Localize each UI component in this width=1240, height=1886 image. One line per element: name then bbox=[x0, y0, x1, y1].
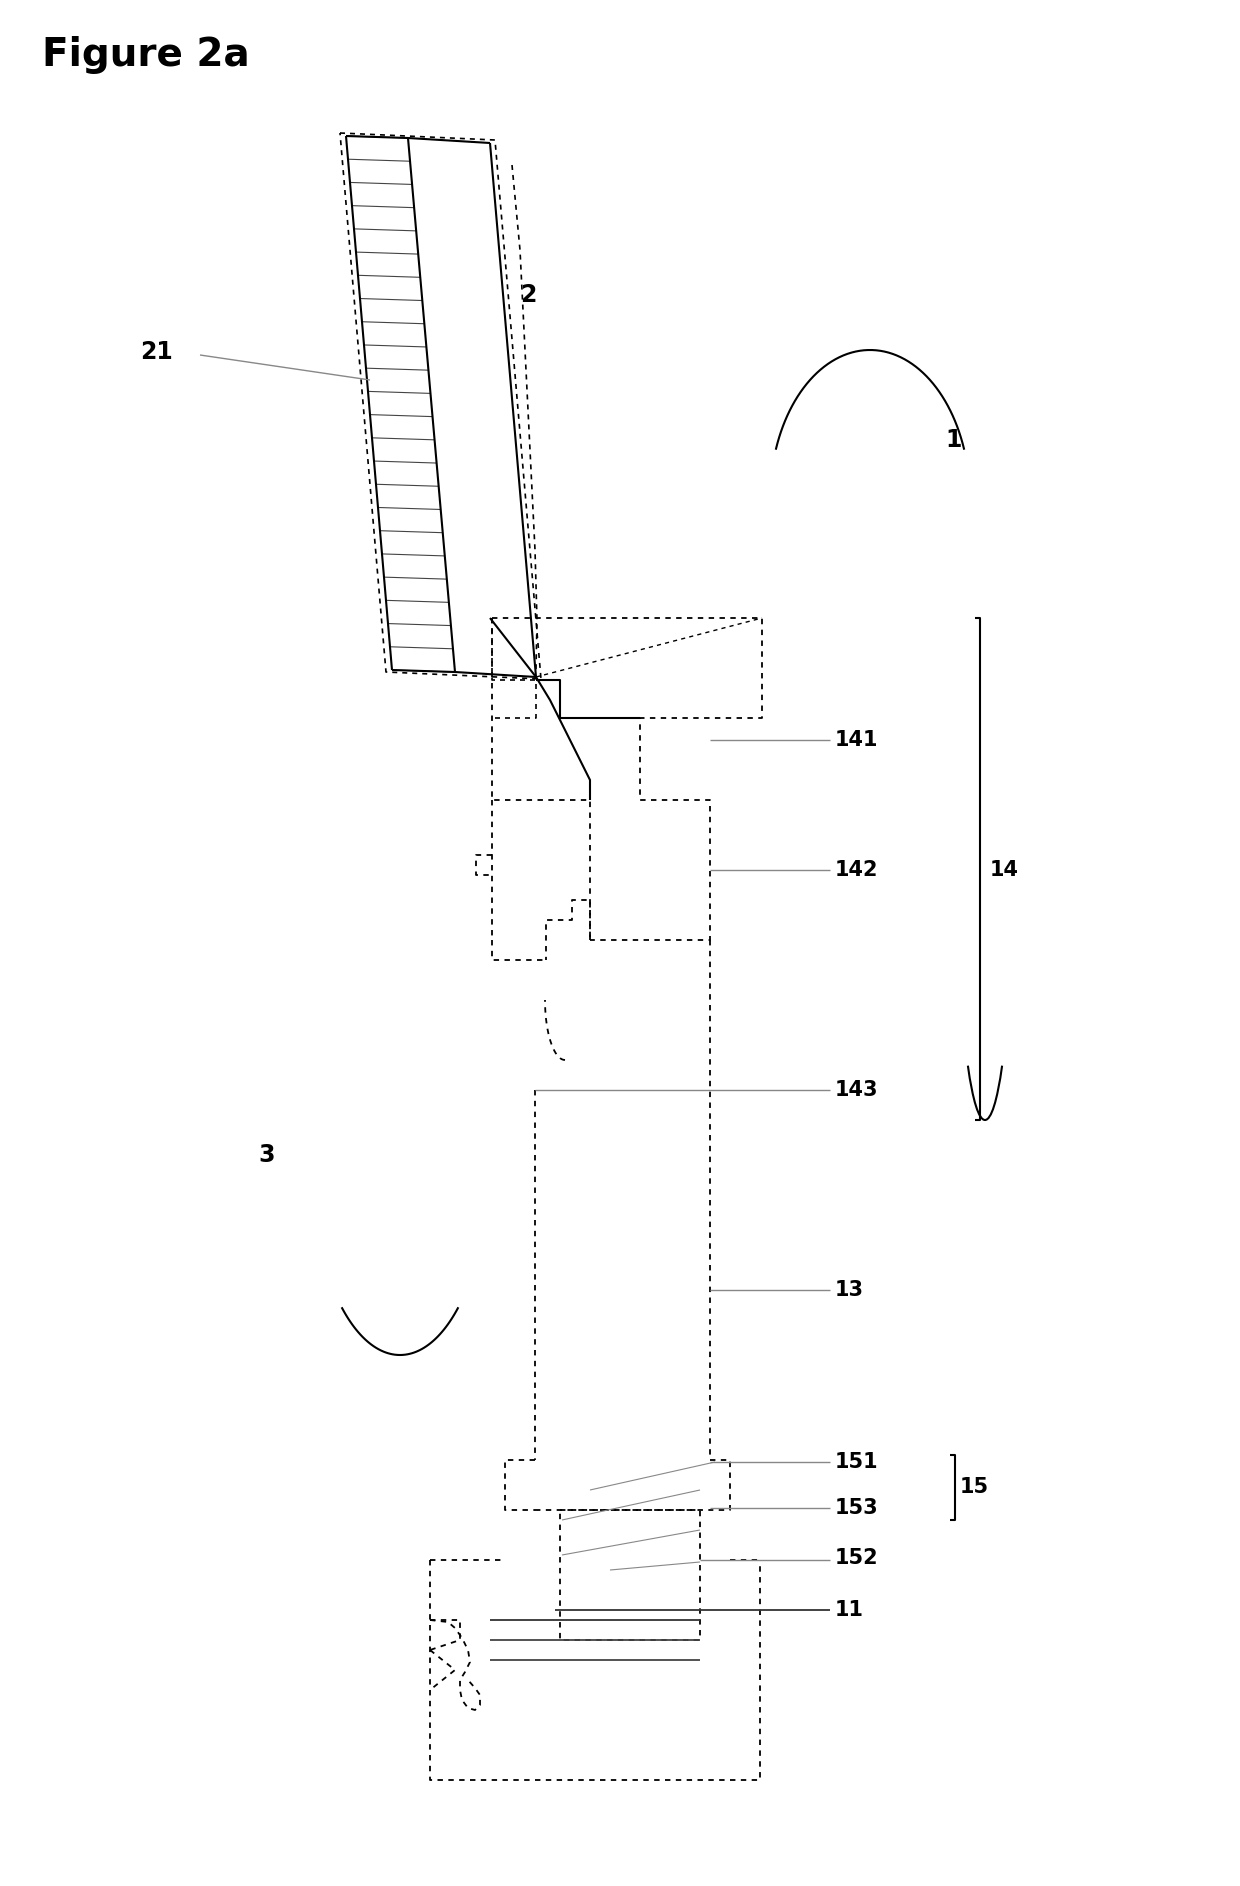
Text: 143: 143 bbox=[835, 1081, 878, 1100]
Text: 1: 1 bbox=[945, 428, 961, 453]
Text: 21: 21 bbox=[140, 339, 172, 364]
Text: 13: 13 bbox=[835, 1281, 864, 1299]
Text: 2: 2 bbox=[520, 283, 537, 307]
Text: 11: 11 bbox=[835, 1599, 864, 1620]
Text: 14: 14 bbox=[990, 860, 1019, 881]
Text: 153: 153 bbox=[835, 1497, 879, 1518]
Text: Figure 2a: Figure 2a bbox=[42, 36, 249, 74]
Text: 15: 15 bbox=[960, 1477, 990, 1497]
Text: 3: 3 bbox=[258, 1143, 274, 1167]
Text: 151: 151 bbox=[835, 1452, 879, 1471]
Text: 141: 141 bbox=[835, 730, 878, 751]
Text: 142: 142 bbox=[835, 860, 878, 881]
Text: 152: 152 bbox=[835, 1548, 879, 1567]
